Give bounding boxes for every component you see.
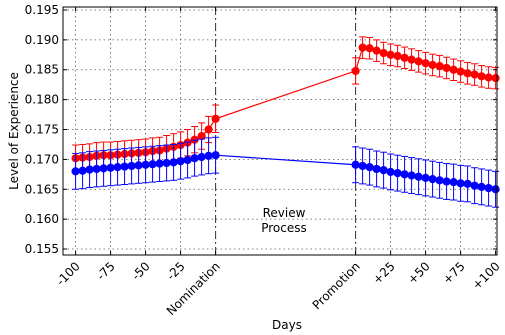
data-point: [162, 158, 171, 168]
y-tick-label: 0.160: [25, 212, 59, 226]
data-point: [435, 176, 444, 185]
annotation-line-1: Review: [263, 206, 306, 220]
data-point: [211, 114, 220, 123]
data-point: [71, 167, 80, 176]
data-point: [463, 179, 472, 188]
data-point: [365, 44, 374, 53]
y-tick-label: 0.195: [25, 3, 59, 17]
series-layer: [71, 36, 500, 208]
data-point: [358, 161, 367, 171]
data-point: [85, 165, 94, 174]
plot-frame: [62, 6, 498, 256]
annotation-line-2: Process: [261, 221, 307, 235]
data-point: [379, 48, 388, 58]
x-tick-label: +75: [440, 259, 468, 287]
data-point: [435, 62, 444, 71]
x-tick-label: -50: [129, 259, 153, 283]
data-point: [477, 72, 486, 81]
y-tick-label: 0.185: [25, 63, 59, 77]
data-point: [407, 55, 416, 64]
data-point: [211, 151, 220, 160]
y-tick-label: 0.180: [25, 93, 59, 107]
series: [71, 36, 500, 172]
x-tick-label: -100: [54, 259, 83, 288]
data-point: [190, 154, 199, 163]
data-point: [155, 159, 164, 168]
series: [71, 136, 500, 208]
x-tick-label: +100: [470, 259, 503, 292]
y-tick-label: 0.190: [25, 33, 59, 47]
data-point: [204, 125, 213, 134]
data-point: [449, 177, 458, 187]
data-point: [78, 166, 87, 175]
data-point: [463, 69, 472, 78]
x-tick-label: +25: [370, 259, 398, 287]
data-point: [386, 167, 395, 177]
x-tick-label: Promotion: [310, 259, 363, 312]
y-axis-ticks: 0.155 0.160 0.165 0.170 0.175 0.180 0.185 0.190…: [25, 3, 497, 256]
x-tick-label: -75: [94, 259, 118, 283]
data-point: [449, 65, 458, 74]
y-tick-label: 0.155: [25, 242, 59, 256]
data-point: [491, 74, 500, 83]
data-point: [127, 161, 136, 171]
data-point: [477, 182, 486, 191]
y-tick-label: 0.165: [25, 182, 59, 196]
data-point: [421, 173, 430, 183]
data-point: [148, 160, 157, 169]
data-point: [204, 151, 213, 160]
x-tick-label: +50: [405, 259, 433, 287]
grid: [63, 7, 497, 255]
data-point: [442, 177, 451, 186]
data-point: [456, 179, 465, 188]
x-axis-label: Days: [272, 318, 302, 332]
data-point: [442, 63, 451, 73]
data-point: [92, 164, 101, 174]
data-point: [393, 51, 402, 61]
data-point: [372, 46, 381, 55]
data-point: [99, 164, 108, 173]
data-point: [386, 50, 395, 59]
data-point: [470, 181, 479, 190]
data-point: [393, 169, 402, 178]
data-point: [358, 43, 367, 52]
data-point: [407, 171, 416, 180]
data-point: [106, 163, 115, 172]
data-point: [421, 59, 430, 68]
data-point: [428, 60, 437, 70]
data-point: [365, 163, 374, 172]
x-tick-label: -25: [164, 259, 188, 283]
data-point: [400, 170, 409, 179]
data-point: [372, 164, 381, 174]
y-tick-label: 0.175: [25, 123, 59, 137]
data-point: [470, 70, 479, 79]
data-point: [113, 163, 122, 172]
y-axis-label: Level of Experience: [7, 72, 21, 190]
data-point: [351, 66, 360, 76]
data-point: [484, 73, 493, 82]
data-point: [169, 158, 178, 167]
data-point: [428, 175, 437, 184]
data-point: [456, 67, 465, 76]
data-point: [176, 157, 185, 166]
data-point: [484, 183, 493, 193]
y-tick-label: 0.170: [25, 152, 59, 166]
data-point: [134, 161, 143, 170]
data-point: [120, 162, 129, 171]
data-point: [400, 53, 409, 62]
data-point: [414, 172, 423, 181]
data-point: [414, 57, 423, 66]
data-point: [379, 166, 388, 175]
data-point: [197, 152, 206, 162]
data-point: [183, 155, 192, 165]
data-point: [141, 160, 150, 169]
data-point: [351, 160, 360, 169]
